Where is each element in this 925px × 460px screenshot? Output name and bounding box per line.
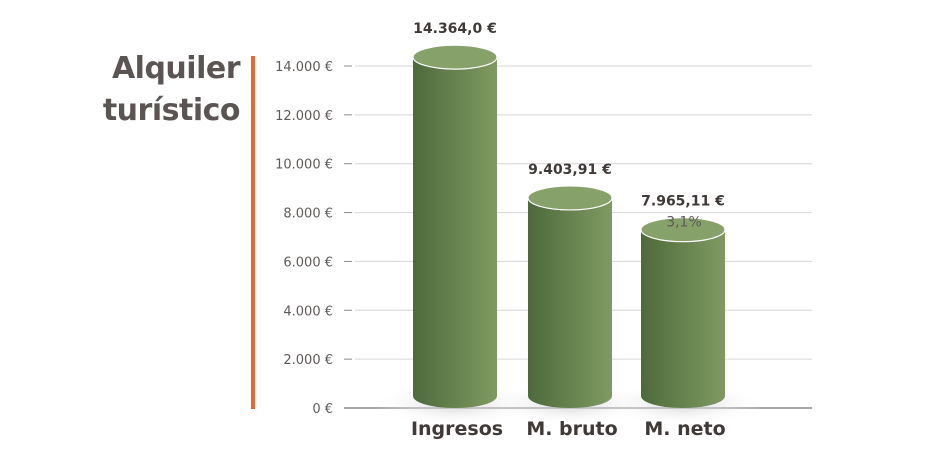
data-label: 7.965,11 € — [641, 194, 725, 210]
chart-title-line-1: Alquiler — [111, 51, 241, 86]
y-tick-label: 12.000 € — [275, 109, 333, 124]
data-label: 9.403,91 € — [528, 162, 612, 178]
bar-m-bruto — [490, 185, 650, 426]
bar-top — [412, 44, 498, 70]
chart-title-line-2: turístico — [102, 93, 241, 128]
title-accent-bar — [251, 56, 255, 409]
y-tick-label: 8.000 € — [283, 207, 333, 222]
chart-title: Alquiler turístico — [100, 48, 241, 132]
y-tick-label: 10.000 € — [275, 158, 333, 173]
data-label: 14.364,0 € — [413, 21, 497, 37]
y-tick-label: 6.000 € — [283, 255, 333, 270]
bar-top — [640, 217, 726, 243]
bar-body — [528, 197, 612, 408]
y-tick-label: 2.000 € — [283, 353, 333, 368]
bar-m-neto — [603, 217, 763, 426]
y-tick-label: 0 € — [312, 402, 333, 417]
data-annotation: 3,1% — [666, 215, 702, 231]
bar-top — [527, 185, 613, 211]
x-category-label: Ingresos — [411, 418, 503, 440]
bar-ingresos — [375, 44, 535, 426]
bar-body — [413, 57, 497, 408]
y-tick-label: 14.000 € — [275, 60, 333, 75]
y-tick-label: 4.000 € — [283, 304, 333, 319]
x-category-label: M. bruto — [526, 418, 617, 440]
bar-body — [641, 229, 725, 408]
x-category-label: M. neto — [644, 418, 725, 440]
